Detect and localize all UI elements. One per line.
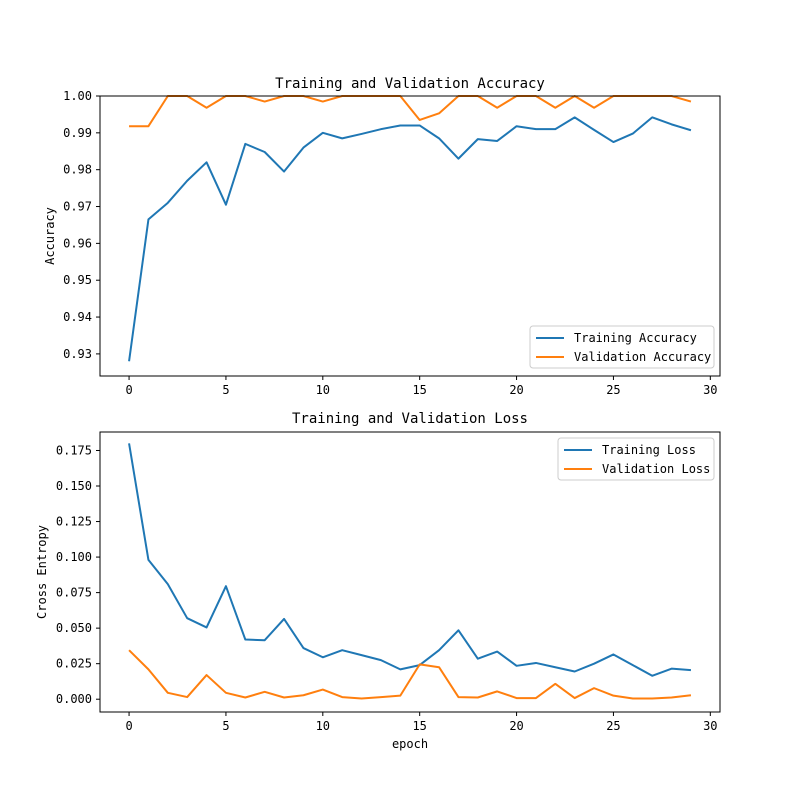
accuracy-y-tick-label: 1.00 (63, 89, 92, 103)
accuracy-lines (128, 95, 692, 362)
loss-lines (128, 443, 692, 700)
accuracy-ticks: 0 5 10 15 20 25 30 0.93 0.94 0.95 0.96 0.97 0.98 0.99… (63, 89, 717, 397)
loss-x-tick-label: 10 (316, 719, 330, 733)
loss-y-tick-label: 0.175 (56, 443, 92, 457)
accuracy-title: Training and Validation Accuracy (275, 76, 545, 92)
accuracy-y-tick-label: 0.95 (63, 273, 92, 287)
loss-title: Training and Validation Loss (292, 411, 528, 427)
accuracy-y-tick-label: 0.99 (63, 126, 92, 140)
loss-y-tick-label: 0.075 (56, 586, 92, 600)
accuracy-legend: Training Accuracy Validation Accuracy (529, 325, 715, 369)
accuracy-y-axis-label: Accuracy (43, 207, 57, 265)
loss-x-tick-label: 15 (412, 719, 426, 733)
loss-x-tick-label: 30 (703, 719, 717, 733)
loss-y-tick-label: 0.000 (56, 692, 92, 706)
series-line-validation-accuracy (129, 95, 692, 128)
series-line-training-loss (128, 443, 692, 677)
accuracy-x-tick-label: 5 (222, 383, 229, 397)
loss-x-tick-label: 5 (222, 719, 229, 733)
loss-legend: Training Loss Validation Loss (557, 437, 715, 481)
accuracy-y-tick-label: 0.94 (63, 310, 92, 324)
loss-y-tick-label: 0.150 (56, 479, 92, 493)
accuracy-legend-box (529, 325, 715, 369)
accuracy-x-tick-label: 15 (412, 383, 426, 397)
loss-y-axis-label: Cross Entropy (35, 525, 49, 619)
legend-label-training-loss: Training Loss (602, 443, 696, 457)
series-line-training-accuracy (128, 116, 692, 362)
accuracy-x-tick-label: 20 (509, 383, 523, 397)
loss-x-tick-label: 25 (606, 719, 620, 733)
loss-legend-box (557, 437, 715, 481)
loss-y-tick-label: 0.025 (56, 657, 92, 671)
loss-ticks: 0 5 10 15 20 25 30 0.000 0.025 0.050 0.075 0.100 0.1… (56, 443, 718, 733)
accuracy-x-tick-label: 30 (703, 383, 717, 397)
loss-x-axis-label: epoch (392, 737, 428, 751)
loss-x-tick-label: 0 (125, 719, 132, 733)
accuracy-y-tick-label: 0.93 (63, 347, 92, 361)
accuracy-plot: Training and Validation Accuracy Accurac… (43, 76, 721, 397)
series-line-validation-loss (128, 649, 692, 700)
legend-label-validation-loss: Validation Loss (602, 462, 710, 476)
accuracy-y-tick-label: 0.97 (63, 200, 92, 214)
loss-plot: Training and Validation Loss Cross Entro… (35, 411, 721, 751)
legend-label-training-accuracy: Training Accuracy (574, 331, 697, 345)
legend-label-validation-accuracy: Validation Accuracy (574, 350, 711, 364)
accuracy-x-tick-label: 0 (125, 383, 132, 397)
loss-y-tick-label: 0.125 (56, 515, 92, 529)
accuracy-x-tick-label: 25 (606, 383, 620, 397)
accuracy-y-tick-label: 0.96 (63, 236, 92, 250)
loss-y-tick-label: 0.100 (56, 550, 92, 564)
loss-plot-frame (99, 431, 721, 713)
accuracy-plot-frame (99, 95, 721, 377)
loss-x-tick-label: 20 (509, 719, 523, 733)
accuracy-x-tick-label: 10 (316, 383, 330, 397)
accuracy-y-tick-label: 0.98 (63, 163, 92, 177)
loss-y-tick-label: 0.050 (56, 621, 92, 635)
